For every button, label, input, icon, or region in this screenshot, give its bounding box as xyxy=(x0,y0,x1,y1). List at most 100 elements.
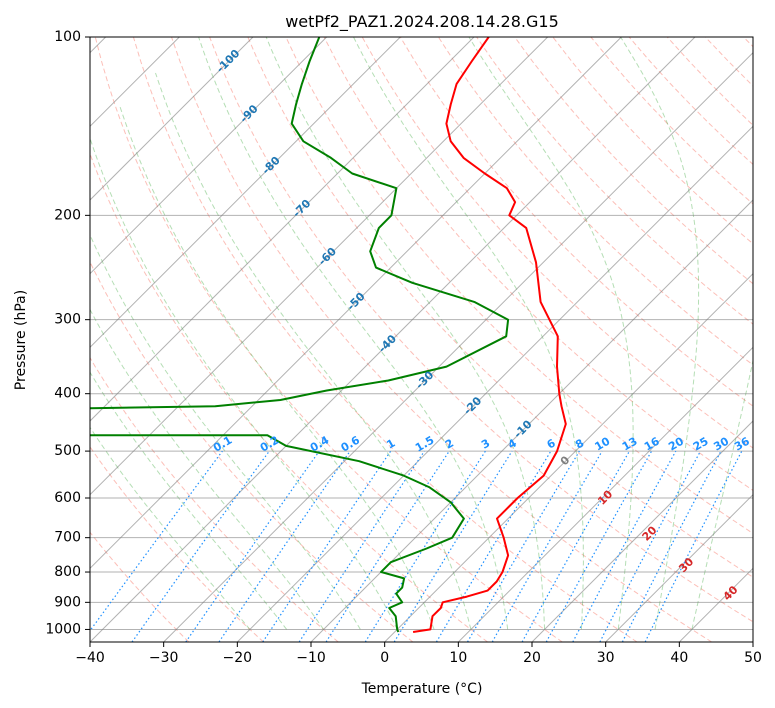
dry-adiabat-line xyxy=(743,37,753,48)
wet-bulb-label: 20 xyxy=(640,523,660,543)
y-tick-label: 1000 xyxy=(45,621,81,637)
y-tick-label: 500 xyxy=(54,443,81,459)
isotherm-line xyxy=(605,493,753,642)
temperature-series-line xyxy=(412,37,567,633)
dry-adiabat-line xyxy=(285,37,753,535)
dry-adiabat-line xyxy=(361,37,753,449)
dry-adiabat-line xyxy=(171,37,712,642)
moist-adiabat-line xyxy=(620,37,700,630)
mixing-ratio-line xyxy=(185,450,320,642)
dry-adiabat-line xyxy=(247,37,753,578)
isotherm-line xyxy=(90,37,622,570)
x-tick-label: −40 xyxy=(75,650,105,666)
x-tick-label: −20 xyxy=(223,650,253,666)
mixing-ratio-line xyxy=(131,450,270,642)
y-tick-label: 200 xyxy=(54,207,81,223)
dry-adiabat-line xyxy=(323,37,753,491)
dry-adiabat-line xyxy=(90,446,264,642)
dry-adiabat-line xyxy=(90,260,414,642)
mixing-ratio-line xyxy=(621,450,722,642)
series-layer xyxy=(90,37,567,633)
y-tick-label: 800 xyxy=(54,564,81,580)
moist-adiabat-line xyxy=(90,426,251,630)
mixing-ratio-line xyxy=(298,450,425,642)
dry-adiabat-line xyxy=(514,37,753,285)
x-tick-label: −10 xyxy=(296,650,326,666)
mixing-ratio-label: 6 xyxy=(545,436,558,451)
moist-adiabat-line xyxy=(90,136,398,630)
dry-adiabat-line xyxy=(704,37,753,87)
x-tick-label: 30 xyxy=(597,650,615,666)
y-tick-label: 100 xyxy=(54,29,81,45)
moist-adiabat-line xyxy=(691,358,753,630)
x-tick-label: 10 xyxy=(449,650,467,666)
mixing-ratio-line xyxy=(572,450,677,642)
moist-adiabat-line xyxy=(353,37,584,630)
dry-adiabat-line xyxy=(437,37,753,366)
moist-adiabat-line xyxy=(90,371,288,630)
y-tick-label: 900 xyxy=(54,594,81,610)
y-tick-label: 300 xyxy=(54,312,81,328)
mixing-ratio-line xyxy=(599,450,702,642)
isotherm-line xyxy=(90,37,401,349)
wet-bulb-label: 40 xyxy=(721,583,741,603)
isotherm-line xyxy=(90,37,328,275)
y-tick-label: 600 xyxy=(54,490,81,506)
isotherm-line xyxy=(752,641,753,642)
mixing-ratio-line xyxy=(218,450,351,642)
dry-adiabat-line xyxy=(666,37,753,126)
dry-adiabat-line xyxy=(132,37,638,642)
x-tick-label: 20 xyxy=(523,650,541,666)
isotherm-line xyxy=(678,567,753,642)
isotherm-line xyxy=(310,199,753,642)
axis-ticks: −40 −30 −20 −10 0 10 20 30 40 50 100 200 300 400 500 60… xyxy=(45,29,762,666)
y-axis-label: Pressure (hPa) xyxy=(13,290,29,390)
dry-adiabat-line xyxy=(90,531,190,642)
isotherm-line xyxy=(90,37,475,422)
x-tick-label: −30 xyxy=(149,650,179,666)
plot-frame xyxy=(89,36,754,643)
x-tick-label: 40 xyxy=(670,650,688,666)
dry-adiabat-line xyxy=(399,37,753,407)
mixing-ratio-label: 8 xyxy=(573,437,586,452)
dry-adiabat-line xyxy=(94,37,563,642)
moist-adiabat-line xyxy=(468,37,634,630)
isotherm-line xyxy=(90,37,254,201)
moist-adiabat-line xyxy=(155,72,472,630)
mixing-ratio-line xyxy=(644,450,743,642)
moist-adiabat-line xyxy=(198,37,509,630)
moist-adiabat-line xyxy=(265,37,546,630)
mixing-ratio-line xyxy=(545,450,653,642)
y-tick-label: 700 xyxy=(54,530,81,546)
mixing-ratio-line xyxy=(466,450,580,642)
x-tick-label: 50 xyxy=(744,650,762,666)
mixing-ratio-label: 3 xyxy=(479,437,492,452)
mixing-ratio-line xyxy=(325,450,450,642)
mixing-ratio-line xyxy=(521,450,631,642)
isotherm-line xyxy=(90,37,696,642)
dry-adiabat-line xyxy=(552,37,753,245)
mixing-ratio-line xyxy=(90,450,223,632)
mixing-ratio-line xyxy=(393,450,513,642)
dry-adiabat-line xyxy=(209,37,753,623)
dry-adiabat-line xyxy=(590,37,753,205)
chart-title: wetPf2_PAZ1.2024.208.14.28.G15 xyxy=(285,12,559,32)
mixing-ratio-label: 1 xyxy=(384,437,397,452)
y-tick-label: 400 xyxy=(54,386,81,402)
moist-adiabat-line xyxy=(118,104,435,630)
mixing-ratio-line xyxy=(435,450,552,642)
isotherm-line xyxy=(531,420,753,642)
dry-adiabat-line xyxy=(90,152,488,642)
x-axis-label: Temperature (°C) xyxy=(361,681,483,697)
isotherm-line xyxy=(384,272,753,642)
isotherm-line xyxy=(457,346,753,642)
dewpoint-series-line xyxy=(90,37,510,633)
isotherm-line xyxy=(90,37,549,496)
mixing-ratio-line xyxy=(262,450,392,642)
dry-adiabat-line xyxy=(90,356,339,642)
isotherm-line xyxy=(236,125,753,642)
x-tick-label: 0 xyxy=(380,650,389,666)
isotherm-line xyxy=(163,51,753,642)
background-lines xyxy=(90,37,753,642)
